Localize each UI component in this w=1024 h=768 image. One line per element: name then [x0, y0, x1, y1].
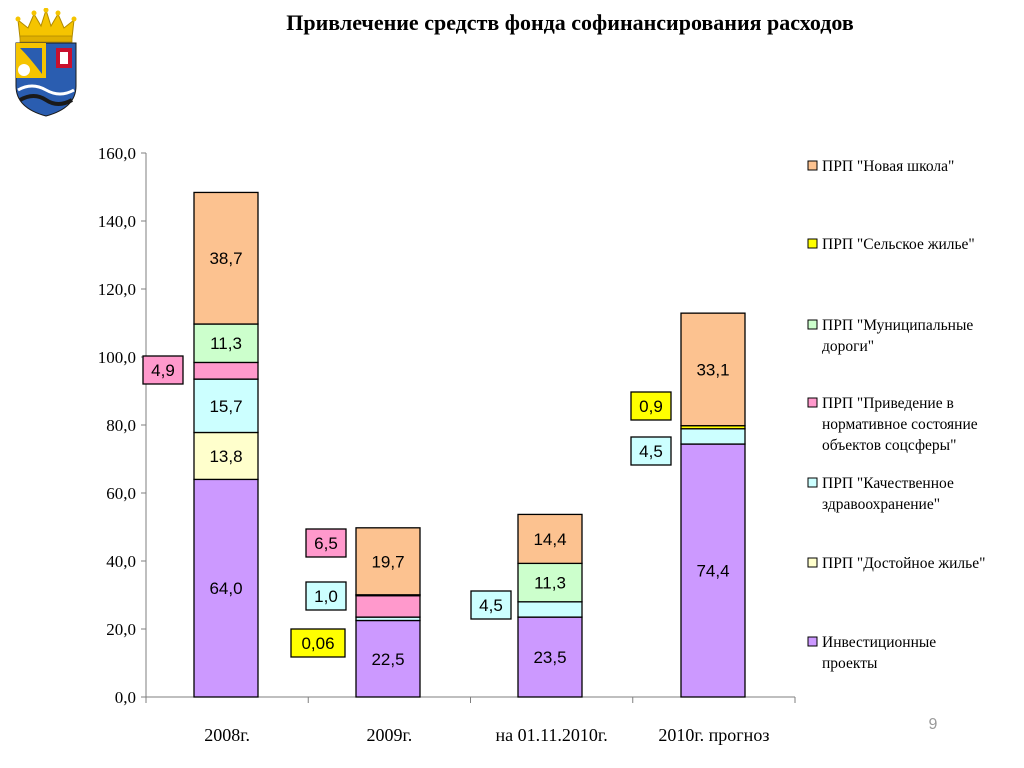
bar-value-label: 11,3: [210, 334, 242, 353]
bar-value-label: 22,5: [371, 650, 404, 669]
legend-label: нормативное состояние: [822, 416, 978, 433]
bar-value-label: 38,7: [209, 249, 242, 268]
bar-segment-invest: [517, 616, 583, 698]
bar-value-label: 19,7: [371, 552, 404, 571]
bar-segment-invest: [680, 443, 746, 698]
callout-value-label: 0,06: [301, 634, 334, 653]
bar-value-label: 11,3: [534, 574, 566, 593]
bar-segment-zdrav: [193, 378, 259, 434]
bar-segment-soc: [193, 361, 259, 380]
x-category-label: 2010г. прогноз: [658, 725, 769, 745]
legend-swatch-dorogi: [807, 319, 818, 330]
bar-value-label: 13,8: [209, 447, 242, 466]
bar-value-label: 23,5: [533, 648, 566, 667]
bars-group: 64,0 13,8 15,7 11,3 38,7 22,5 19,7 23,5 11,3 14,4…: [193, 191, 746, 698]
callout-box-selskoe: [630, 391, 672, 421]
callout-value-label: 4,5: [639, 442, 663, 461]
coat-of-arms-logo: [15, 8, 77, 117]
chart-legend: ПРП "Новая школа" ПРП "Сельское жилье" ПРП…: [807, 158, 985, 672]
callout-box-zdrav: [470, 590, 512, 620]
bar-segment-zdrav: [517, 601, 583, 618]
y-tick-label: 160,0: [98, 144, 136, 163]
legend-label: ПРП "Приведение в: [822, 395, 954, 412]
y-tick-label: 60,0: [106, 484, 136, 503]
y-tick-label: 120,0: [98, 280, 136, 299]
page-number: 9: [928, 716, 938, 733]
y-tick-label: 80,0: [106, 416, 136, 435]
page-title: Привлечение средств фонда софинансирован…: [286, 10, 854, 35]
x-category-label: 2009г.: [366, 725, 412, 745]
x-category-label: 2008г.: [204, 725, 250, 745]
y-tick-label: 20,0: [106, 620, 136, 639]
bar-segment-shkola: [193, 191, 259, 325]
bar-value-label: 74,4: [696, 562, 729, 581]
bar-segment-invest: [193, 478, 259, 698]
bar-value-label: 14,4: [533, 530, 566, 549]
callout-box-zdrav: [305, 581, 347, 611]
legend-label: Инвестиционные: [822, 634, 936, 651]
callout-value-label: 4,9: [151, 361, 175, 380]
bar-segment-invest: [355, 619, 421, 698]
legend-label: объектов соцсферы": [822, 437, 956, 454]
callout-value-label: 4,5: [479, 596, 503, 615]
bar-value-label: 64,0: [209, 579, 242, 598]
callout-box-zdrav: [630, 436, 672, 466]
legend-swatch-soc: [807, 397, 818, 408]
bar-segment-dostoynoe: [193, 431, 259, 481]
legend-label: проекты: [822, 655, 878, 672]
bar-segment-soc: [355, 594, 421, 618]
x-axis: 2008г. 2009г. на 01.11.2010г. 2010г. прогно…: [145, 696, 796, 745]
legend-label: ПРП "Новая школа": [822, 158, 954, 175]
callout-value-label: 0,9: [639, 397, 663, 416]
legend-label: дороги": [822, 338, 874, 355]
y-tick-label: 100,0: [98, 348, 136, 367]
bar-segment-shkola: [355, 527, 421, 596]
legend-swatch-shkola: [807, 160, 818, 171]
bar-segment-dorogi: [193, 323, 259, 364]
shield-icon: [15, 42, 77, 117]
bar-value-label: 33,1: [696, 360, 729, 379]
legend-swatch-selskoe: [807, 238, 818, 249]
legend-swatch-dostoynoe: [807, 557, 818, 568]
legend-swatch-zdrav: [807, 477, 818, 488]
y-tick-label: 40,0: [106, 552, 136, 571]
bar-segment-shkola: [680, 312, 746, 427]
callout-box-selskoe: [290, 628, 346, 658]
legend-swatch-invest: [807, 636, 818, 647]
bar-segment-shkola: [517, 513, 583, 565]
y-tick-label: 140,0: [98, 212, 136, 231]
callout-value-label: 1,0: [314, 587, 338, 606]
x-category-label: на 01.11.2010г.: [495, 725, 607, 745]
callout-box-soc: [142, 355, 184, 385]
y-axis: 0,0 20,0 40,0 60,0 80,0 100,0 120,0 140,0 160,0: [98, 144, 147, 707]
legend-label: ПРП "Сельское жилье": [822, 236, 975, 253]
crown-icon: [15, 8, 77, 43]
legend-label: ПРП "Качественное: [822, 475, 954, 492]
bar-segment-dorogi: [517, 562, 583, 603]
bar-value-label: 15,7: [209, 397, 242, 416]
bar-segment-zdrav: [680, 428, 746, 445]
legend-label: ПРП "Достойное жилье": [822, 555, 985, 572]
legend-label: здравоохранение": [822, 496, 940, 513]
y-tick-label: 0,0: [115, 688, 136, 707]
callout-value-label: 6,5: [314, 534, 338, 553]
callout-box-soc: [305, 528, 347, 558]
callouts-group: 4,9 6,5 1,0 0,06 4,5 0,9 4,5: [142, 355, 672, 658]
legend-label: ПРП "Муниципальные: [822, 317, 973, 334]
